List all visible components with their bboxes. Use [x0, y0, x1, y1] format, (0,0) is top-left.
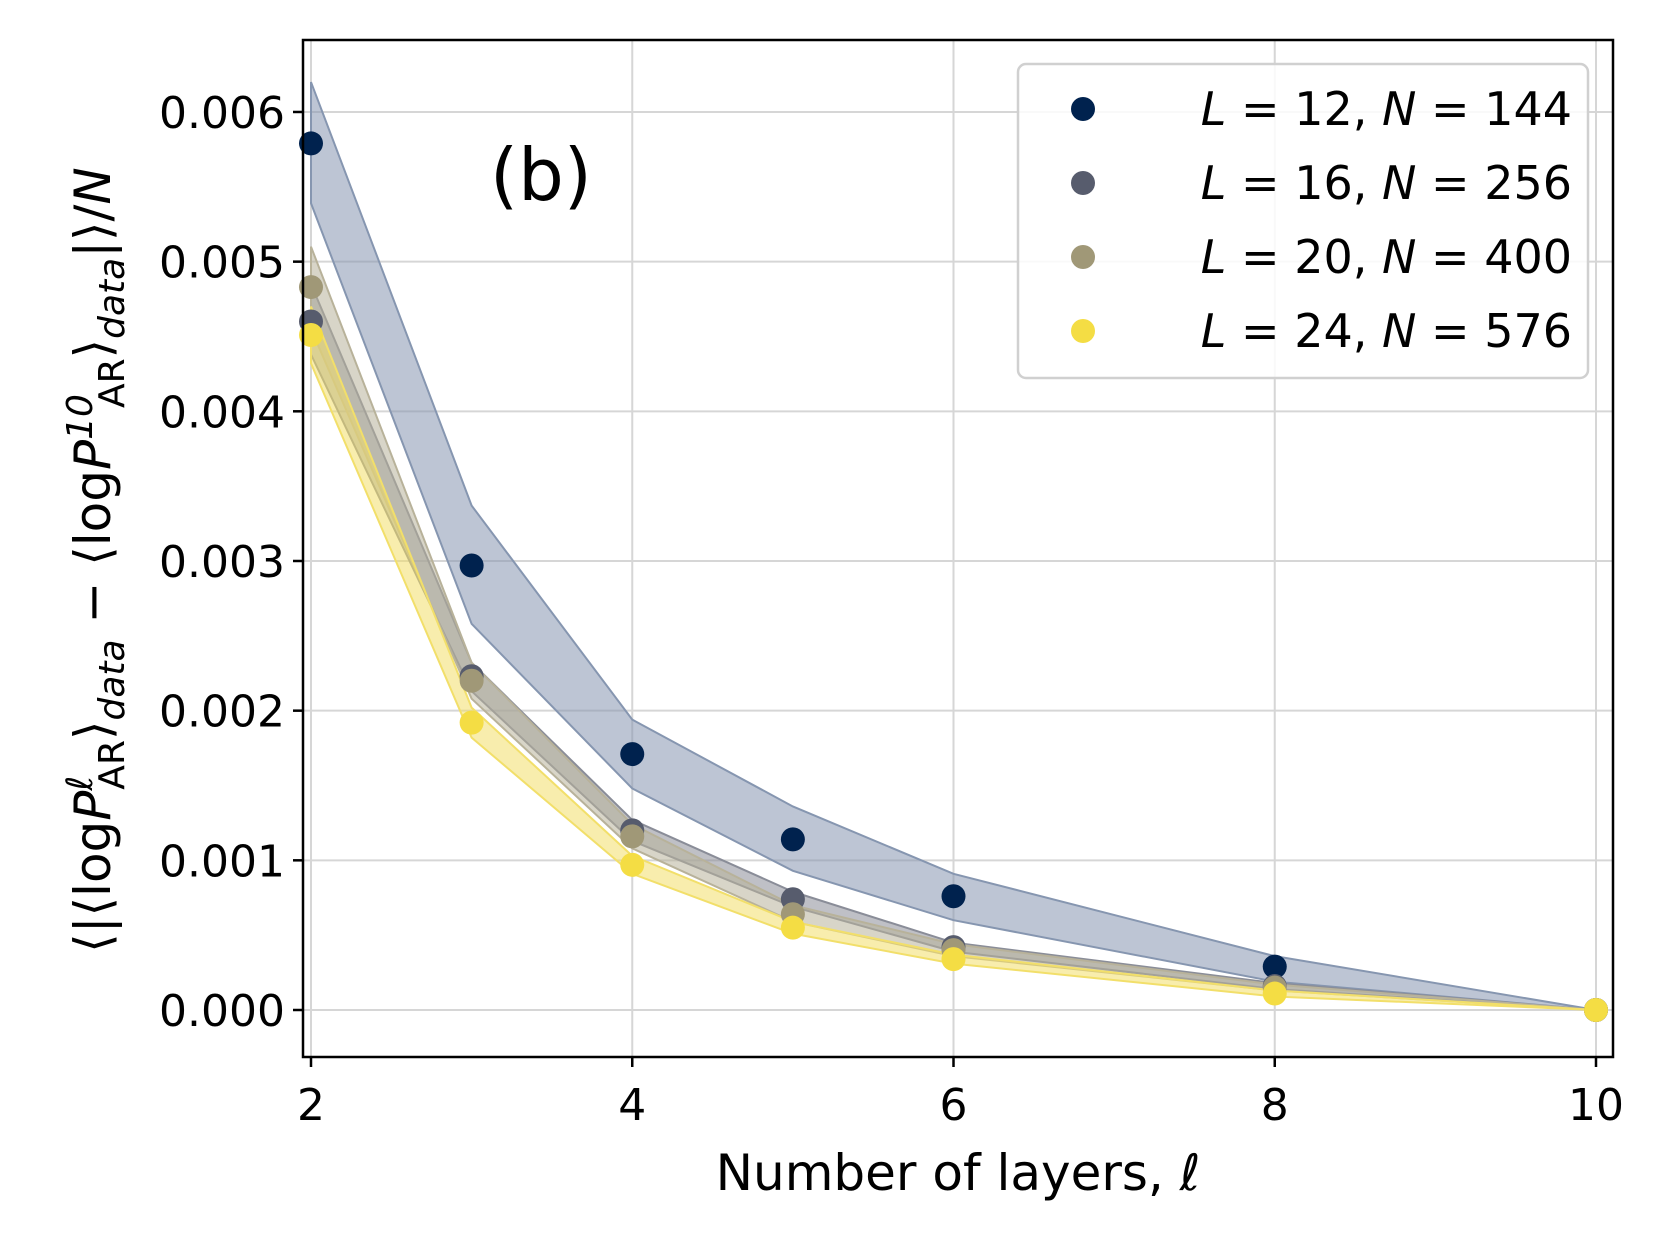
- y-axis-label-part: ⟩: [64, 339, 122, 359]
- data-point: [299, 131, 323, 156]
- y-axis-label-part: 10: [60, 394, 101, 440]
- y-axis-label: ⟨|⟨logPℓAR⟩data − ⟨logP10AR⟩data|⟩/N: [60, 167, 133, 953]
- legend-label-part: = 24,: [1226, 304, 1382, 358]
- data-point: [299, 275, 323, 300]
- grid: [303, 40, 1613, 1057]
- legend-marker: [1071, 245, 1095, 269]
- x-tick-label: 2: [297, 1080, 325, 1131]
- x-axis-label: Number of layers, ℓ: [716, 1144, 1201, 1202]
- legend-label: L = 24, N = 576: [1201, 304, 1572, 358]
- y-tick-label: 0.005: [159, 238, 285, 289]
- x-tick-label: 10: [1568, 1080, 1624, 1131]
- data-points: [299, 131, 1608, 1022]
- data-point: [780, 915, 805, 940]
- y-axis-label-part: − ⟨log: [64, 470, 122, 639]
- legend-label-part: L: [1201, 304, 1227, 358]
- data-point: [459, 553, 484, 578]
- data-point: [1262, 981, 1287, 1006]
- y-tick-label: 0.001: [159, 836, 285, 887]
- y-tick-label: 0.006: [159, 88, 285, 139]
- legend-label-part: = 576: [1416, 304, 1572, 358]
- y-tick-label: 0.002: [159, 687, 285, 738]
- panel-label: (b): [490, 133, 592, 217]
- legend-marker: [1071, 97, 1095, 121]
- y-tick-label: 0.003: [159, 537, 285, 588]
- legend-label: L = 20, N = 400: [1201, 230, 1572, 284]
- y-tick-label: 0.004: [159, 387, 285, 438]
- data-point: [299, 322, 323, 347]
- data-point: [620, 824, 645, 849]
- legend-label-part: L: [1201, 82, 1227, 136]
- x-tick-label: 4: [618, 1080, 646, 1131]
- legend-label-part: L: [1201, 230, 1227, 284]
- legend-label-part: N: [1382, 156, 1416, 210]
- y-axis-label-part: P: [64, 439, 122, 470]
- data-point: [941, 947, 966, 972]
- data-point: [459, 668, 484, 693]
- error-band: [310, 306, 1597, 1011]
- legend-label-part: = 12,: [1226, 82, 1382, 136]
- data-point: [1584, 998, 1608, 1022]
- y-axis-label-part: N: [64, 167, 122, 204]
- legend-label-part: = 16,: [1226, 156, 1382, 210]
- x-tick-label: 8: [1261, 1080, 1289, 1131]
- legend-label-part: N: [1382, 82, 1416, 136]
- legend-label-part: = 256: [1416, 156, 1572, 210]
- y-axis-label-part: ℓ: [60, 776, 101, 792]
- y-axis-label-part: |⟩/: [64, 204, 122, 257]
- legend-label: L = 16, N = 256: [1201, 156, 1572, 210]
- legend-label-part: N: [1382, 304, 1416, 358]
- legend-label-part: L: [1201, 156, 1227, 210]
- legend-label-part: = 400: [1416, 230, 1572, 284]
- y-tick-label: 0.000: [159, 986, 285, 1037]
- legend-label-part: N: [1382, 230, 1416, 284]
- x-axis-ticks: 2 4 6 8 10: [297, 1057, 1624, 1131]
- y-axis-label-part: data: [92, 639, 133, 720]
- legend-marker: [1071, 171, 1095, 195]
- data-point: [620, 852, 645, 877]
- legend-marker: [1071, 319, 1095, 343]
- y-axis-label-part: AR: [92, 358, 133, 408]
- y-axis-label-part: data: [92, 258, 133, 339]
- plot-frame: [301, 38, 1615, 1059]
- y-axis-ticks: 0.000 0.001 0.002 0.003 0.004 0.005 0.006: [159, 88, 303, 1037]
- y-axis-label-part: P: [64, 790, 122, 821]
- data-point: [620, 742, 645, 767]
- data-point: [1262, 954, 1287, 979]
- data-point: [941, 884, 966, 909]
- y-axis-label-part: ⟨|⟨log: [64, 821, 122, 953]
- y-axis-label-part: AR: [92, 740, 133, 790]
- legend-label-part: = 144: [1416, 82, 1572, 136]
- y-axis-label-part: ⟩: [64, 721, 122, 741]
- legend-label: L = 12, N = 144: [1201, 82, 1572, 136]
- legend-label-part: = 20,: [1226, 230, 1382, 284]
- x-tick-label: 6: [940, 1080, 968, 1131]
- data-point: [459, 710, 484, 735]
- legend-frame: [1016, 62, 1590, 380]
- data-point: [780, 827, 805, 852]
